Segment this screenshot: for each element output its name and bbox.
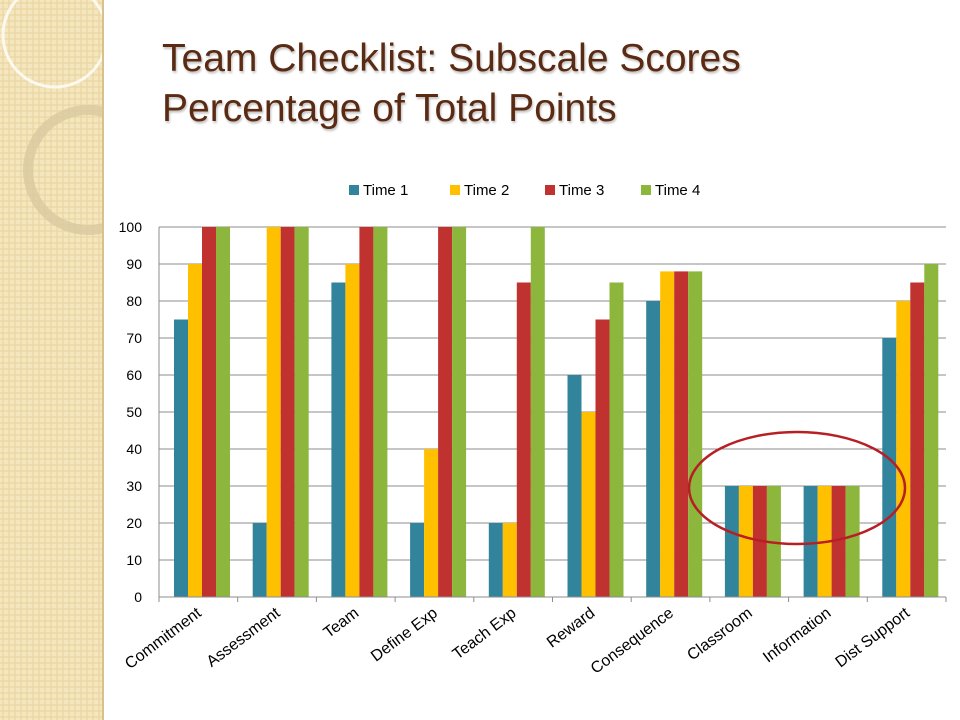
legend-swatch	[545, 185, 555, 195]
bar-time-4	[924, 264, 939, 597]
bar-time-1	[646, 301, 661, 597]
bar-time-3	[438, 227, 453, 597]
x-tick-label: Define Exp	[368, 605, 441, 666]
bar-time-4	[452, 227, 467, 597]
bar-time-1	[488, 523, 503, 597]
bar-time-2	[345, 264, 360, 597]
legend-label: Time 1	[363, 182, 408, 199]
x-tick-label: Team	[321, 605, 362, 642]
bar-time-4	[294, 227, 309, 597]
y-tick-label: 70	[126, 330, 142, 346]
x-tick-label: Information	[760, 605, 834, 667]
y-tick-label: 10	[126, 552, 142, 568]
y-tick-label: 100	[119, 219, 143, 235]
y-tick-label: 30	[126, 478, 142, 494]
bar-time-3	[831, 486, 846, 597]
slide-title: Team Checklist: Subscale Scores Percenta…	[162, 34, 922, 134]
slide-title-line-1: Team Checklist: Subscale Scores	[162, 37, 741, 80]
bar-time-1	[882, 338, 897, 597]
bar-time-3	[674, 271, 689, 597]
bar-time-1	[724, 486, 739, 597]
bar-time-1	[410, 523, 425, 597]
decorative-side-panel	[0, 0, 104, 720]
slide-title-line-2: Percentage of Total Points	[162, 87, 617, 130]
bar-time-1	[803, 486, 818, 597]
bar-time-4	[845, 486, 860, 597]
bar-time-2	[738, 486, 753, 597]
legend-label: Time 3	[559, 182, 604, 199]
x-tick-label: Reward	[544, 605, 598, 652]
bar-time-2	[660, 271, 675, 597]
bar-time-2	[188, 264, 202, 597]
legend-swatch	[450, 185, 460, 195]
y-tick-label: 60	[126, 367, 142, 383]
x-tick-label: Assessment	[204, 604, 284, 670]
bars	[174, 227, 939, 597]
bar-time-3	[280, 227, 295, 597]
bar-time-1	[174, 319, 188, 597]
bar-time-3	[359, 227, 374, 597]
y-tick-label: 40	[126, 441, 142, 457]
bar-time-3	[910, 282, 925, 597]
bar-time-1	[567, 375, 582, 597]
highlight-ellipse	[687, 430, 907, 546]
bar-time-2	[266, 227, 281, 597]
y-tick-label: 80	[126, 293, 142, 309]
y-tick-label: 20	[126, 515, 142, 531]
bar-time-3	[595, 319, 610, 597]
bar-time-4	[216, 227, 230, 597]
x-tick-label: Consequence	[588, 605, 677, 678]
y-tick-label: 50	[126, 404, 142, 420]
legend-label: Time 2	[464, 182, 509, 199]
x-tick-label: Dist Support	[833, 604, 914, 671]
bar-time-2	[896, 301, 911, 597]
bar-time-4	[609, 282, 624, 597]
legend-swatch	[349, 185, 359, 195]
y-tick-label: 0	[134, 589, 142, 605]
bar-time-1	[252, 523, 267, 597]
x-tick-label: Teach Exp	[450, 605, 520, 664]
legend-swatch	[641, 185, 651, 195]
bar-time-2	[581, 412, 596, 597]
bar-time-4	[688, 271, 703, 597]
bar-time-3	[202, 227, 216, 597]
y-tick-label: 90	[126, 256, 142, 272]
bar-time-4	[766, 486, 781, 597]
bar-time-2	[502, 523, 517, 597]
bar-time-2	[424, 449, 439, 597]
x-tick-label: Commitment	[122, 604, 205, 672]
bar-time-4	[530, 227, 545, 597]
bar-time-1	[331, 282, 346, 597]
legend-label: Time 4	[655, 182, 700, 199]
x-tick-label: Classroom	[684, 605, 755, 665]
bar-time-3	[516, 282, 531, 597]
legend: Time 1 Time 2 Time 3 Time 4	[349, 182, 700, 199]
bar-time-4	[373, 227, 388, 597]
